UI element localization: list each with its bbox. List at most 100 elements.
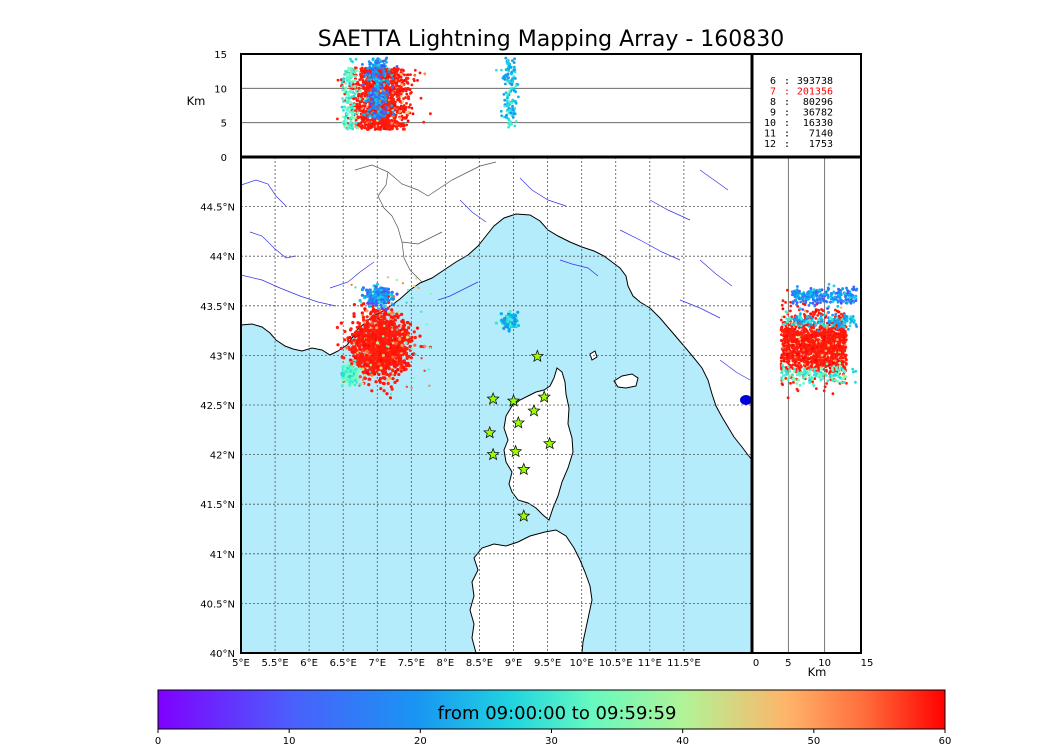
lightning-point	[382, 335, 385, 338]
lightning-point	[362, 329, 366, 333]
lightning-point-altitude	[336, 117, 339, 121]
lightning-point-altitude	[345, 108, 349, 112]
lightning-point-altitude	[365, 121, 369, 125]
lightning-point	[388, 333, 392, 337]
lightning-point	[363, 320, 367, 324]
map-y-tick-label: 44.5°N	[200, 203, 235, 214]
lightning-point	[370, 357, 374, 361]
lightning-point-latitude	[793, 327, 797, 331]
lightning-point-latitude	[791, 327, 795, 331]
lightning-point	[368, 355, 372, 359]
lightning-point	[352, 314, 356, 318]
lightning-point-altitude	[387, 75, 391, 79]
lightning-point-altitude	[377, 75, 380, 78]
lightning-point-latitude	[839, 306, 843, 309]
lightning-point-latitude	[782, 359, 786, 363]
lightning-point	[383, 329, 387, 333]
lightning-point-altitude	[383, 102, 387, 106]
lightning-point-altitude	[512, 61, 516, 64]
lightning-point	[398, 337, 402, 341]
lightning-point	[377, 358, 381, 362]
lightning-point-altitude	[514, 90, 517, 94]
lightning-point	[413, 284, 416, 288]
lightning-point-altitude	[401, 100, 404, 104]
map-x-tick-label: 7°E	[368, 658, 386, 669]
lightning-point	[374, 293, 378, 297]
lightning-point-altitude	[361, 91, 365, 95]
lightning-point	[398, 314, 401, 317]
lightning-point	[360, 311, 364, 315]
station-star	[506, 394, 521, 407]
map-lightning-points	[335, 276, 521, 400]
lightning-point-altitude	[342, 108, 345, 112]
lightning-point	[371, 299, 375, 304]
top-y-axis-label: Km	[187, 94, 206, 108]
map-x-tick-label: 8.5°E	[466, 658, 493, 669]
lightning-point-altitude	[340, 81, 344, 85]
lightning-point-altitude	[341, 85, 345, 89]
lightning-point	[410, 347, 413, 351]
lightning-point-altitude	[413, 68, 417, 72]
lightning-point-altitude	[350, 75, 354, 79]
lightning-point-altitude	[347, 90, 350, 94]
lightning-point-altitude	[346, 93, 349, 97]
lightning-point-altitude	[358, 122, 362, 126]
map-x-tick-label: 5°E	[232, 658, 250, 669]
lightning-point	[350, 341, 354, 345]
lightning-point-altitude	[352, 79, 355, 83]
lightning-point	[415, 277, 418, 280]
lightning-point	[420, 310, 423, 313]
lightning-point-altitude	[403, 73, 406, 77]
lightning-point	[385, 354, 389, 358]
lightning-point-altitude	[353, 116, 357, 119]
top-lightning-points	[336, 56, 520, 131]
lightning-point	[391, 348, 395, 352]
lightning-point	[391, 344, 395, 348]
lightning-point	[398, 340, 402, 345]
lightning-point	[371, 361, 375, 366]
lightning-point-altitude	[371, 57, 375, 61]
lightning-point-altitude	[423, 72, 427, 76]
lightning-point	[413, 335, 417, 340]
lightning-point-altitude	[514, 101, 518, 105]
lightning-point	[406, 331, 410, 335]
lightning-point	[360, 303, 364, 307]
lightning-point	[348, 374, 352, 379]
lightning-point	[375, 341, 380, 345]
lightning-point-altitude	[342, 100, 345, 103]
lightning-point	[351, 321, 355, 325]
lightning-point	[356, 351, 359, 354]
lightning-point-altitude	[401, 124, 404, 128]
lightning-point-altitude	[393, 116, 397, 120]
lightning-point-altitude	[378, 97, 382, 100]
lightning-point-altitude	[342, 120, 346, 123]
lightning-point	[507, 327, 511, 331]
lightning-point	[341, 378, 345, 382]
lightning-point-altitude	[511, 59, 514, 63]
lightning-point	[411, 297, 414, 300]
lightning-point	[365, 315, 369, 319]
lightning-point-altitude	[374, 127, 378, 130]
lightning-point	[365, 328, 369, 333]
lightning-point	[374, 319, 378, 323]
lightning-point	[348, 358, 353, 362]
lightning-point-altitude	[384, 111, 388, 114]
lightning-point	[368, 304, 372, 308]
map-y-tick-label: 43.5°N	[200, 302, 235, 313]
lightning-point	[363, 334, 367, 338]
lightning-point	[354, 330, 358, 334]
lightning-point-altitude	[406, 73, 410, 77]
lightning-point-altitude	[377, 87, 380, 91]
lightning-point	[367, 289, 371, 293]
lightning-point	[392, 359, 396, 364]
lightning-point	[401, 282, 405, 285]
lightning-point	[365, 325, 369, 329]
lightning-point	[390, 328, 394, 331]
lightning-point	[375, 282, 379, 286]
lightning-point-altitude	[412, 77, 416, 81]
lightning-point-latitude	[800, 354, 804, 358]
lightning-point-altitude	[405, 123, 408, 127]
country-borders	[354, 161, 497, 283]
